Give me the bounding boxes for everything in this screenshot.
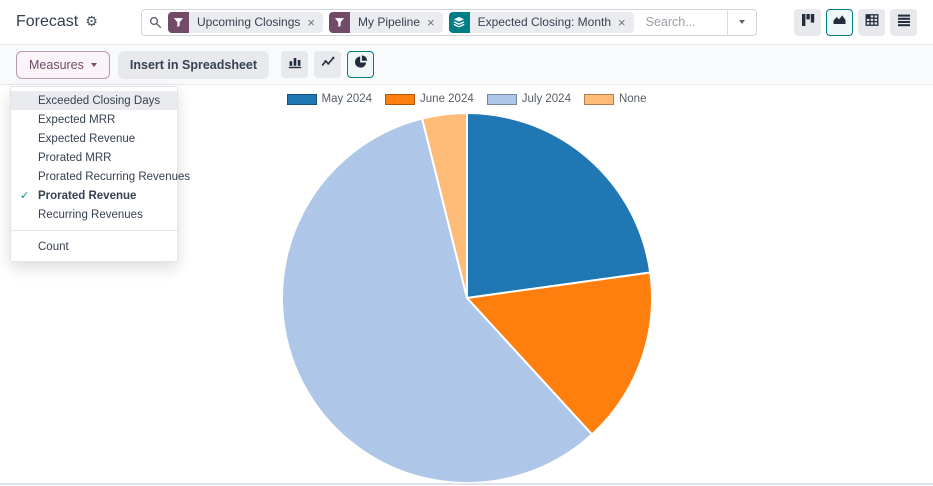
- bar-chart-icon: [288, 55, 302, 74]
- legend-item[interactable]: July 2024: [486, 93, 571, 105]
- measure-item-count[interactable]: Count: [38, 240, 69, 253]
- list-view-button[interactable]: [890, 8, 917, 36]
- legend-color-box: [486, 93, 517, 105]
- measure-item-selected[interactable]: ✓ Prorated Revenue: [20, 189, 137, 202]
- measures-button[interactable]: Measures: [16, 50, 110, 79]
- menu-separator: [11, 230, 177, 231]
- bar-chart-button[interactable]: [281, 51, 309, 78]
- pie-slice-may-2024[interactable]: [465, 112, 651, 299]
- legend-color-box: [385, 93, 416, 105]
- search-input[interactable]: Search...: [645, 15, 696, 29]
- pie-chart-icon: [354, 55, 368, 74]
- facet-close-icon[interactable]: ×: [307, 14, 315, 30]
- legend-item[interactable]: June 2024: [385, 93, 474, 105]
- legend-color-box: [286, 93, 317, 105]
- search-facet-groupby[interactable]: Expected Closing: Month ×: [448, 11, 634, 33]
- measures-button-label: Measures: [29, 57, 84, 72]
- measure-item[interactable]: Expected MRR: [38, 113, 116, 126]
- pie-chart: [280, 111, 654, 486]
- line-chart-icon: [321, 55, 335, 74]
- control-panel-top: Forecast ⚙ Upcoming Closings × My Pipeli…: [0, 0, 933, 45]
- caret-down-icon: [90, 62, 97, 67]
- search-bar[interactable]: Upcoming Closings × My Pipeline × Expect…: [141, 8, 757, 36]
- breadcrumb: Forecast ⚙: [16, 13, 141, 31]
- legend-label: None: [618, 93, 647, 105]
- view-switcher: [794, 8, 917, 36]
- graph-view-button[interactable]: [826, 8, 853, 36]
- pie-slice-july-2024[interactable]: [280, 117, 593, 484]
- kanban-view-button[interactable]: [794, 8, 821, 36]
- facet-close-icon[interactable]: ×: [618, 14, 626, 30]
- filter-funnel-icon: [168, 11, 189, 33]
- legend-item[interactable]: May 2024: [286, 93, 373, 105]
- pie-slice-none[interactable]: [420, 112, 468, 299]
- filter-funnel-icon: [328, 11, 350, 33]
- layers-icon: [448, 11, 470, 33]
- measure-item[interactable]: Prorated MRR: [38, 151, 112, 164]
- search-facet-filter-2[interactable]: My Pipeline ×: [328, 11, 443, 33]
- search-facet-filter-1[interactable]: Upcoming Closings ×: [168, 11, 323, 33]
- line-chart-button[interactable]: [314, 51, 342, 78]
- page-title: Forecast: [16, 13, 79, 30]
- chart-legend: May 2024 June 2024 July 2024 None: [0, 93, 933, 105]
- graph-toolbar: Measures Insert in Spreadsheet: [0, 45, 933, 85]
- search-options-toggler[interactable]: [727, 9, 756, 35]
- measure-item[interactable]: Exceeded Closing Days: [11, 91, 177, 110]
- pie-chart-area: May 2024 June 2024 July 2024 None: [0, 85, 933, 485]
- facet-label: Expected Closing: Month: [477, 15, 612, 29]
- cog-menu-button[interactable]: ⚙: [85, 14, 98, 30]
- pivot-view-icon: [865, 13, 879, 32]
- legend-item[interactable]: None: [583, 93, 647, 105]
- caret-down-icon: [739, 20, 745, 24]
- insert-in-spreadsheet-button[interactable]: Insert in Spreadsheet: [117, 50, 270, 79]
- legend-label: June 2024: [420, 93, 474, 105]
- measure-item[interactable]: Expected Revenue: [38, 132, 136, 145]
- search-icon: [149, 16, 162, 29]
- facet-label: My Pipeline: [357, 15, 421, 29]
- kanban-view-icon: [801, 13, 815, 32]
- legend-label: May 2024: [321, 93, 373, 105]
- measure-item[interactable]: Prorated Recurring Revenues: [38, 170, 191, 183]
- check-icon: ✓: [20, 189, 30, 202]
- pie-chart-button[interactable]: [347, 51, 375, 78]
- facet-label: Upcoming Closings: [197, 15, 301, 29]
- legend-color-box: [583, 93, 614, 105]
- pivot-view-button[interactable]: [858, 8, 885, 36]
- chart-type-switcher: [281, 51, 375, 78]
- bottom-edge-divider: [0, 483, 933, 485]
- legend-label: July 2024: [521, 93, 571, 105]
- graph-view-icon: [832, 12, 847, 32]
- pie-slice-june-2024[interactable]: [465, 271, 653, 436]
- facet-close-icon[interactable]: ×: [427, 14, 435, 30]
- measure-item[interactable]: Recurring Revenues: [38, 208, 143, 221]
- measures-dropdown-menu: Exceeded Closing Days Expected MRR Expec…: [10, 86, 191, 262]
- list-view-icon: [897, 13, 911, 32]
